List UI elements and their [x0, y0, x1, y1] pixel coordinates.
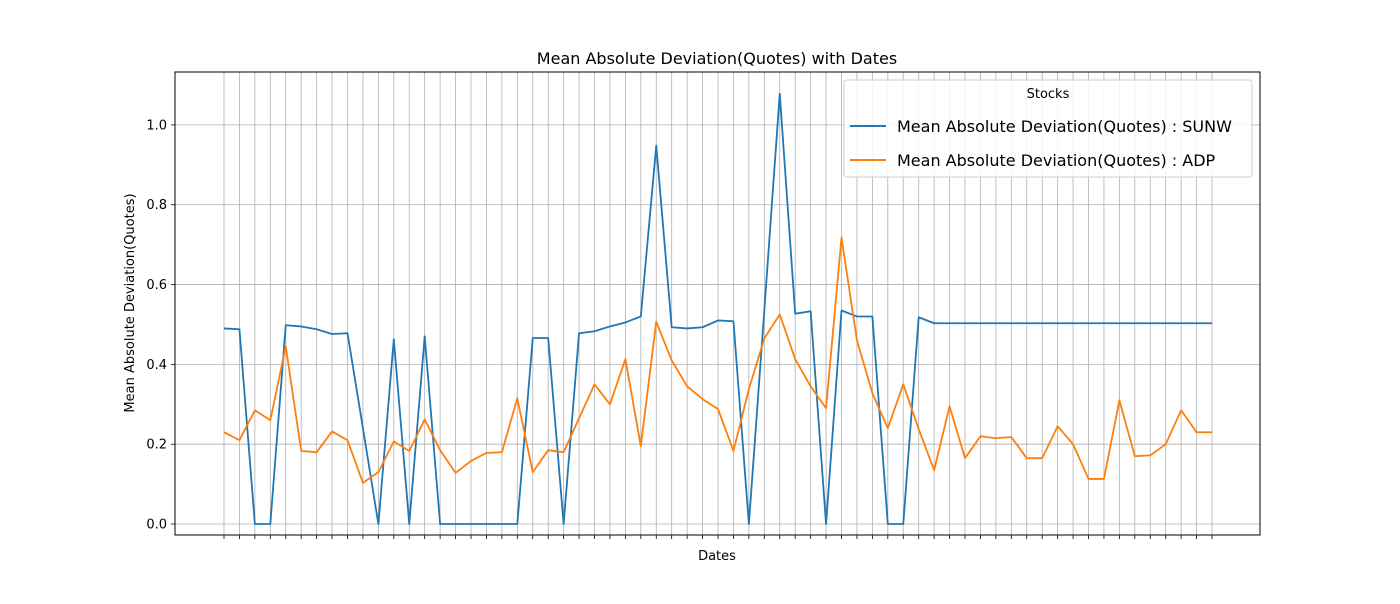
legend-title: Stocks: [1027, 87, 1070, 102]
y-tick-label: 0.2: [146, 438, 167, 453]
series-line-sunw: [223, 92, 1212, 525]
y-tick-label: 0.6: [146, 278, 167, 293]
y-tick-label: 0.8: [146, 198, 167, 213]
y-axis-label: Mean Absolute Deviation(Quotes): [123, 193, 138, 412]
legend-box: [843, 79, 1253, 178]
chart-title: Mean Absolute Deviation(Quotes) with Dat…: [537, 49, 897, 68]
y-tick-label: 1.0: [146, 118, 167, 133]
plot-frame: [174, 71, 1261, 536]
legend: Stocks Mean Absolute Deviation(Quotes) : …: [843, 79, 1253, 178]
legend-entry-label: Mean Absolute Deviation(Quotes) : ADP: [897, 151, 1216, 170]
series-lines: [223, 92, 1212, 525]
series-line-adp: [223, 236, 1212, 484]
legend-entry-label: Mean Absolute Deviation(Quotes) : SUNW: [897, 117, 1232, 136]
y-tick-label: 0.0: [146, 518, 167, 533]
y-tick-label: 0.4: [146, 358, 167, 373]
axes: 0.0 0.2 0.4 0.6 0.8 1.0: [146, 118, 1213, 539]
x-axis-label: Dates: [698, 549, 736, 564]
